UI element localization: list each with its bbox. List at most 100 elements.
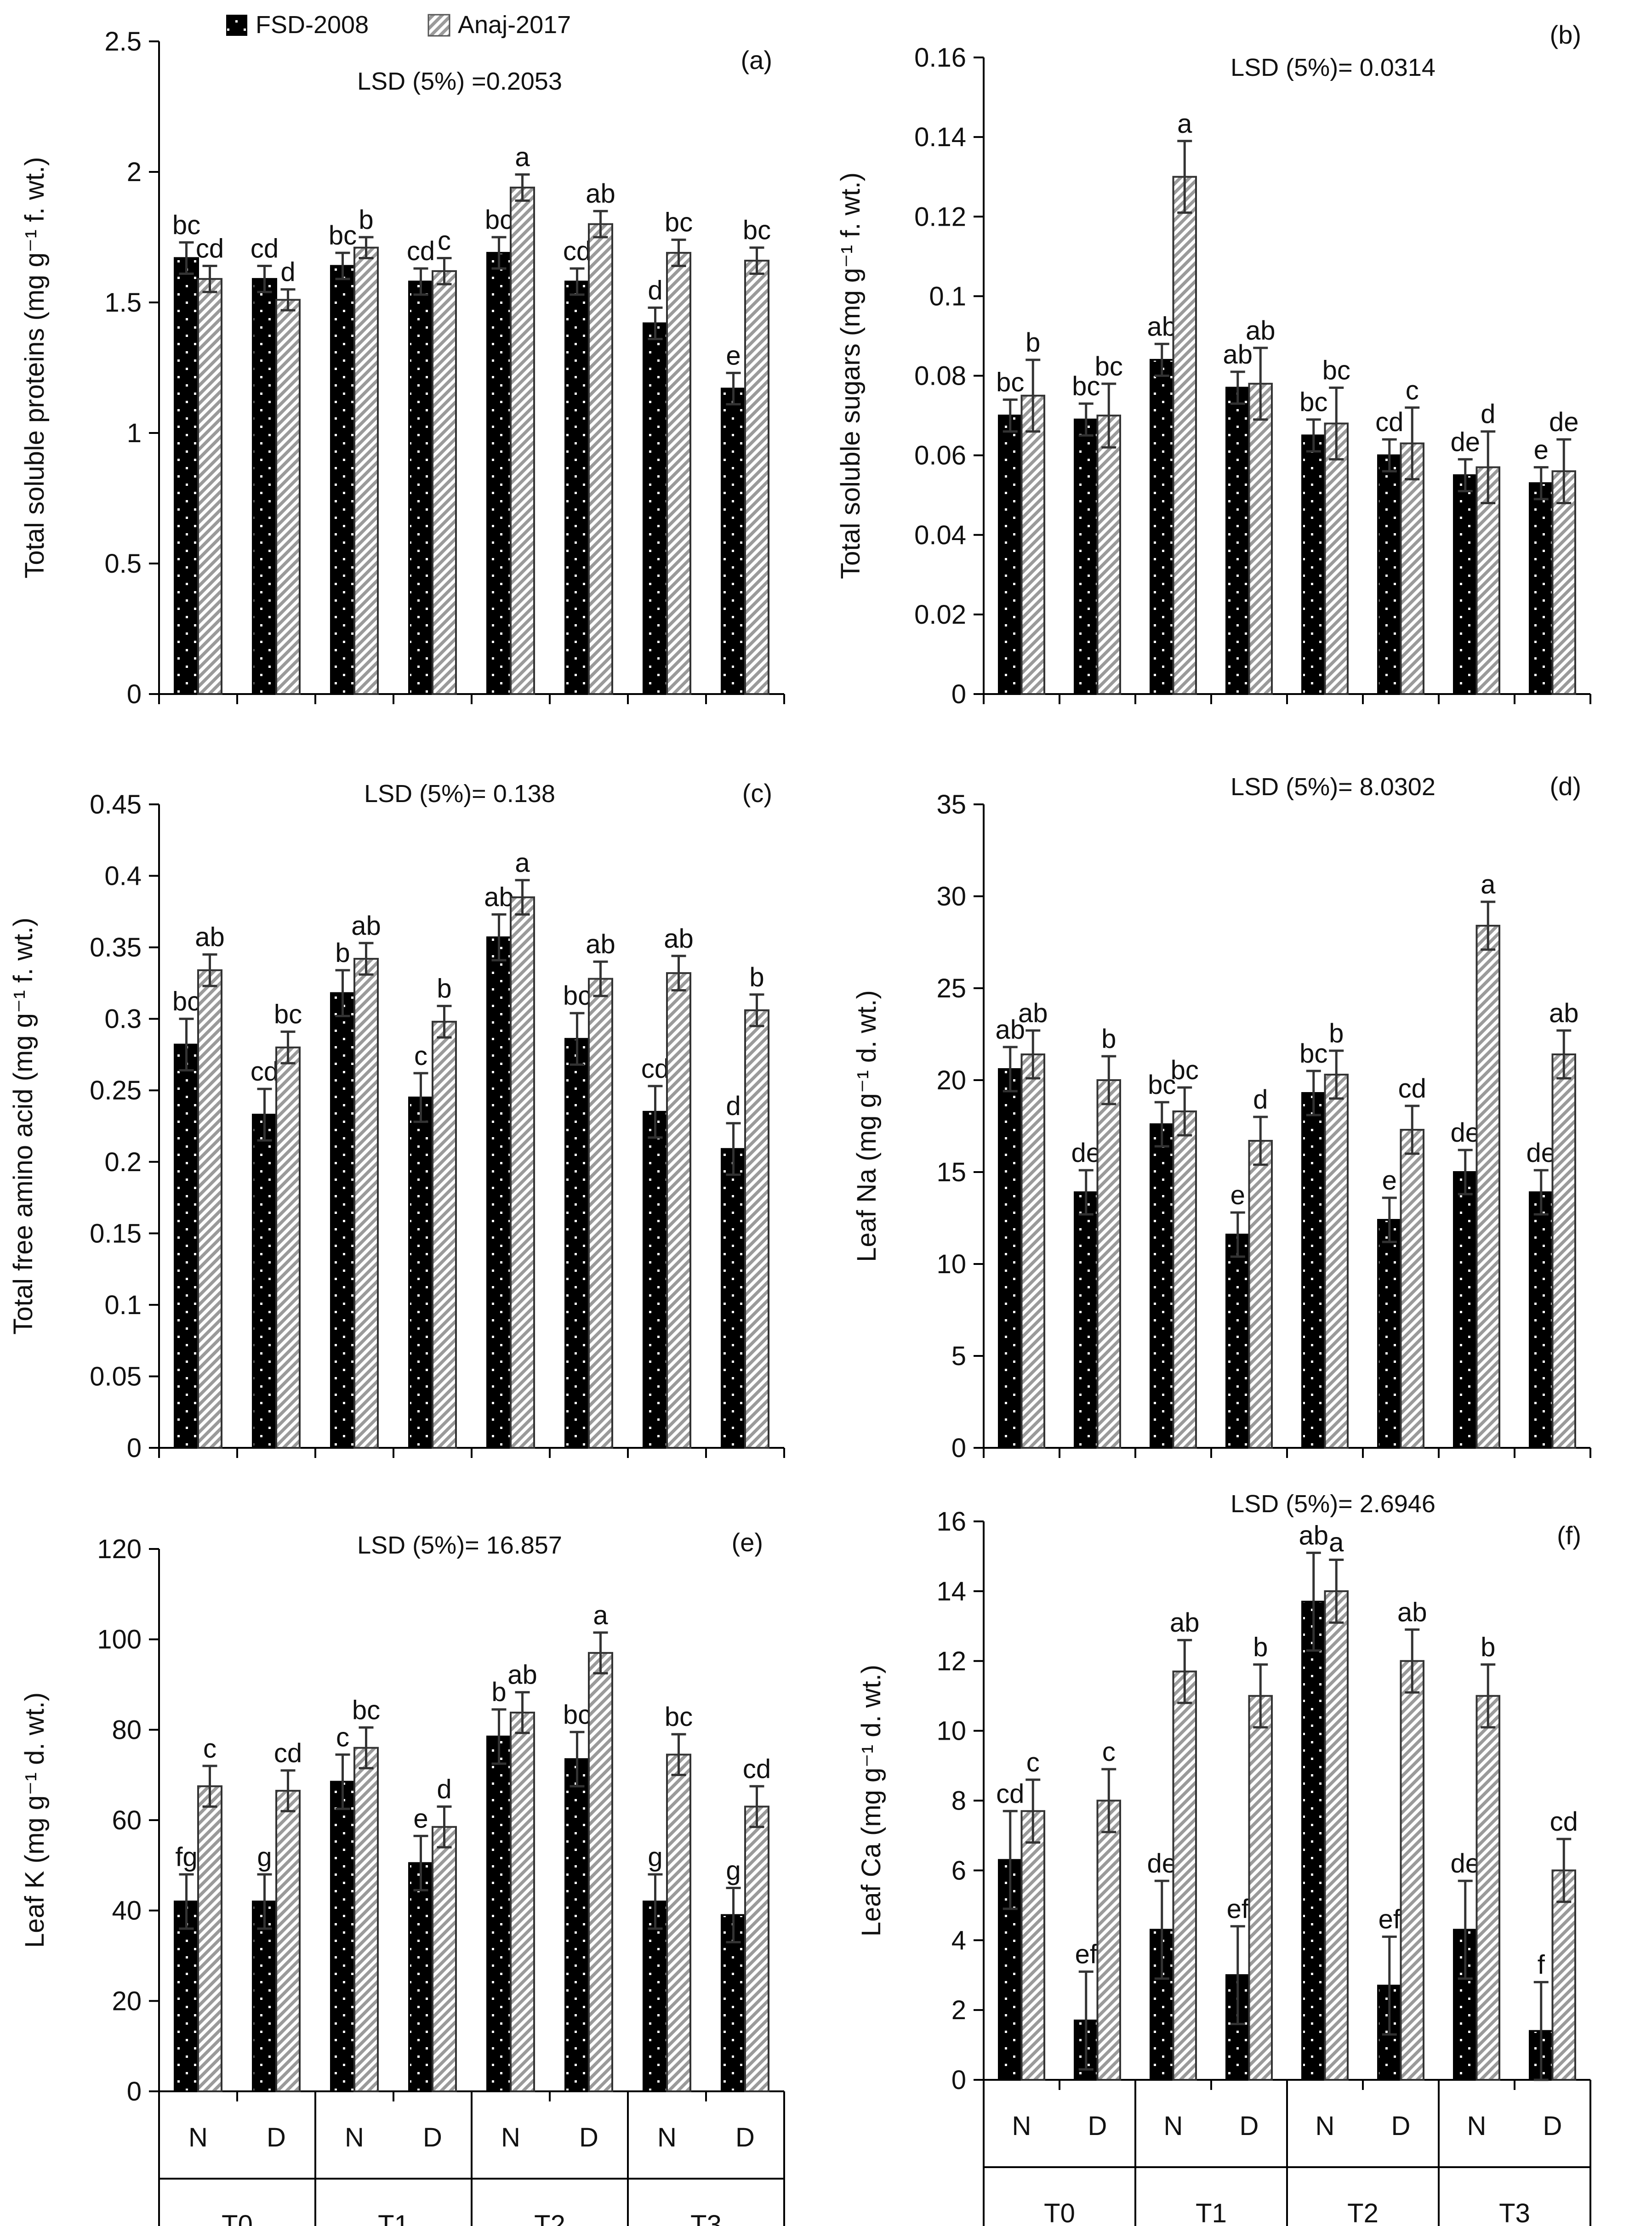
bar-anaj-2017 [432,1826,457,2092]
significance-letter: bc [743,216,771,245]
significance-letter: g [257,1842,272,1872]
significance-letter: ab [664,924,694,954]
significance-letter: d [648,275,662,305]
significance-letter: b [335,938,350,968]
x-category-level: D [1543,2111,1562,2141]
significance-letter: bc [1299,1039,1327,1069]
bar-fsd-2008 [1377,1219,1402,1449]
y-axis-label: Leaf Na (mg g⁻¹ d. wt.) [852,990,882,1262]
significance-letter: b [491,1677,506,1707]
significance-letter: bc [1171,1055,1199,1085]
y-tick-label: 20 [936,1065,966,1095]
chart-panel-2: 0 0.02 0.04 0.06 0.08 0.1 0.12 0.14 0.16 Total so… [836,20,1591,709]
significance-letter: bc [1299,387,1327,417]
significance-letter: ab [1170,1608,1200,1638]
bar-fsd-2008 [1074,418,1099,695]
bar-fsd-2008 [174,1043,199,1449]
bar-anaj-2017 [1400,442,1424,695]
chart-panel-3: 0 0.05 0.1 0.15 0.2 0.25 0.3 0.35 0.4 0.45 Total f… [8,779,785,1463]
bar-anaj-2017 [197,969,222,1449]
bar-anaj-2017 [744,1805,769,2092]
y-tick-label: 0 [127,2077,142,2106]
chart-panel-4: 0 5 10 15 20 25 30 35 Leaf Na (mg g⁻¹ d. wt.) LSD… [852,772,1591,1463]
significance-letter: a [1177,109,1192,139]
x-category-group: T0 [222,2210,253,2226]
x-category-level: D [1088,2111,1107,2141]
x-category-group: T2 [1347,2198,1379,2226]
y-tick-label: 20 [112,1986,142,2016]
y-tick-label: 100 [97,1625,142,1655]
x-category-level: N [188,2123,208,2152]
panel-label: (d) [1550,772,1581,801]
y-tick-label: 40 [112,1896,142,1926]
y-tick-label: 0.06 [914,441,966,471]
y-tick-label: 2.5 [104,27,142,57]
significance-letter: fg [175,1842,197,1872]
significance-letter: d [1481,399,1495,429]
bar-anaj-2017 [1020,1810,1045,2081]
significance-letter: de [1526,1138,1556,1168]
lsd-annotation: LSD (5%) =0.2053 [357,68,562,95]
significance-letter: b [437,974,451,1004]
y-tick-label: 5 [951,1341,966,1371]
significance-letter: bc [172,987,200,1017]
significance-letter: ab [995,1015,1025,1045]
bar-anaj-2017 [353,1747,379,2093]
significance-letter: e [1382,1166,1397,1196]
bar-anaj-2017 [744,260,769,695]
x-category-group: T1 [1196,2198,1227,2226]
significance-letter: cd [274,1738,302,1768]
panel-label: (b) [1550,20,1581,49]
bar-fsd-2008 [721,387,746,695]
significance-letter: ab [1549,998,1579,1028]
x-category-level: D [267,2123,286,2152]
bar-anaj-2017 [275,1790,301,2092]
bar-fsd-2008 [252,1114,277,1449]
bar-fsd-2008 [564,280,590,695]
bar-fsd-2008 [408,280,433,695]
bar-fsd-2008 [1453,474,1478,695]
significance-letter: b [749,962,764,992]
panel-label: (f) [1557,1521,1581,1550]
significance-letter: b [1025,328,1040,358]
significance-letter: c [414,1041,427,1071]
significance-letter: ab [484,882,514,912]
significance-letter: ab [1246,316,1276,346]
x-category-level: D [423,2123,442,2152]
y-tick-label: 8 [951,1786,966,1816]
bar-fsd-2008 [1301,1092,1326,1449]
y-axis-label: Leaf K (mg g⁻¹ d. wt.) [20,1692,50,1948]
bar-fsd-2008 [643,1901,668,2092]
y-tick-label: 0.04 [914,520,966,550]
bar-anaj-2017 [1248,1695,1273,2081]
significance-letter: a [1329,1528,1344,1558]
bar-anaj-2017 [1475,1695,1500,2081]
significance-letter: cd [1398,1074,1426,1104]
y-tick-label: 25 [936,974,966,1003]
bar-fsd-2008 [1074,1191,1099,1449]
bar-fsd-2008 [721,1914,746,2092]
significance-letter: b [359,205,373,235]
significance-letter: e [726,341,741,370]
significance-letter: bc [172,210,200,240]
legend-label-anaj: Anaj-2017 [458,11,571,39]
bar-anaj-2017 [1475,925,1500,1449]
bar-anaj-2017 [1172,1670,1197,2081]
y-tick-label: 0.1 [929,281,966,311]
bar-fsd-2008 [1529,1191,1554,1449]
bar-fsd-2008 [408,1862,433,2093]
significance-letter: e [413,1804,428,1833]
bar-fsd-2008 [252,1901,277,2092]
bar-anaj-2017 [1172,176,1197,695]
x-category-group: T3 [690,2210,722,2226]
chart-panel-1: 0 0.5 1 1.5 2 2.5 Total soluble proteins (mg g… [20,27,785,709]
significance-letter: bc [352,1695,380,1725]
significance-letter: bc [485,205,513,235]
y-axis-label: Total free amino acid (mg g⁻¹ f. wt.) [8,917,38,1334]
x-category-level: N [1467,2111,1487,2141]
y-tick-label: 0.16 [914,43,966,73]
y-tick-label: 0.5 [104,549,142,579]
significance-letter: bc [563,981,591,1011]
significance-letter: e [1534,435,1549,465]
significance-letter: bc [1095,352,1123,381]
